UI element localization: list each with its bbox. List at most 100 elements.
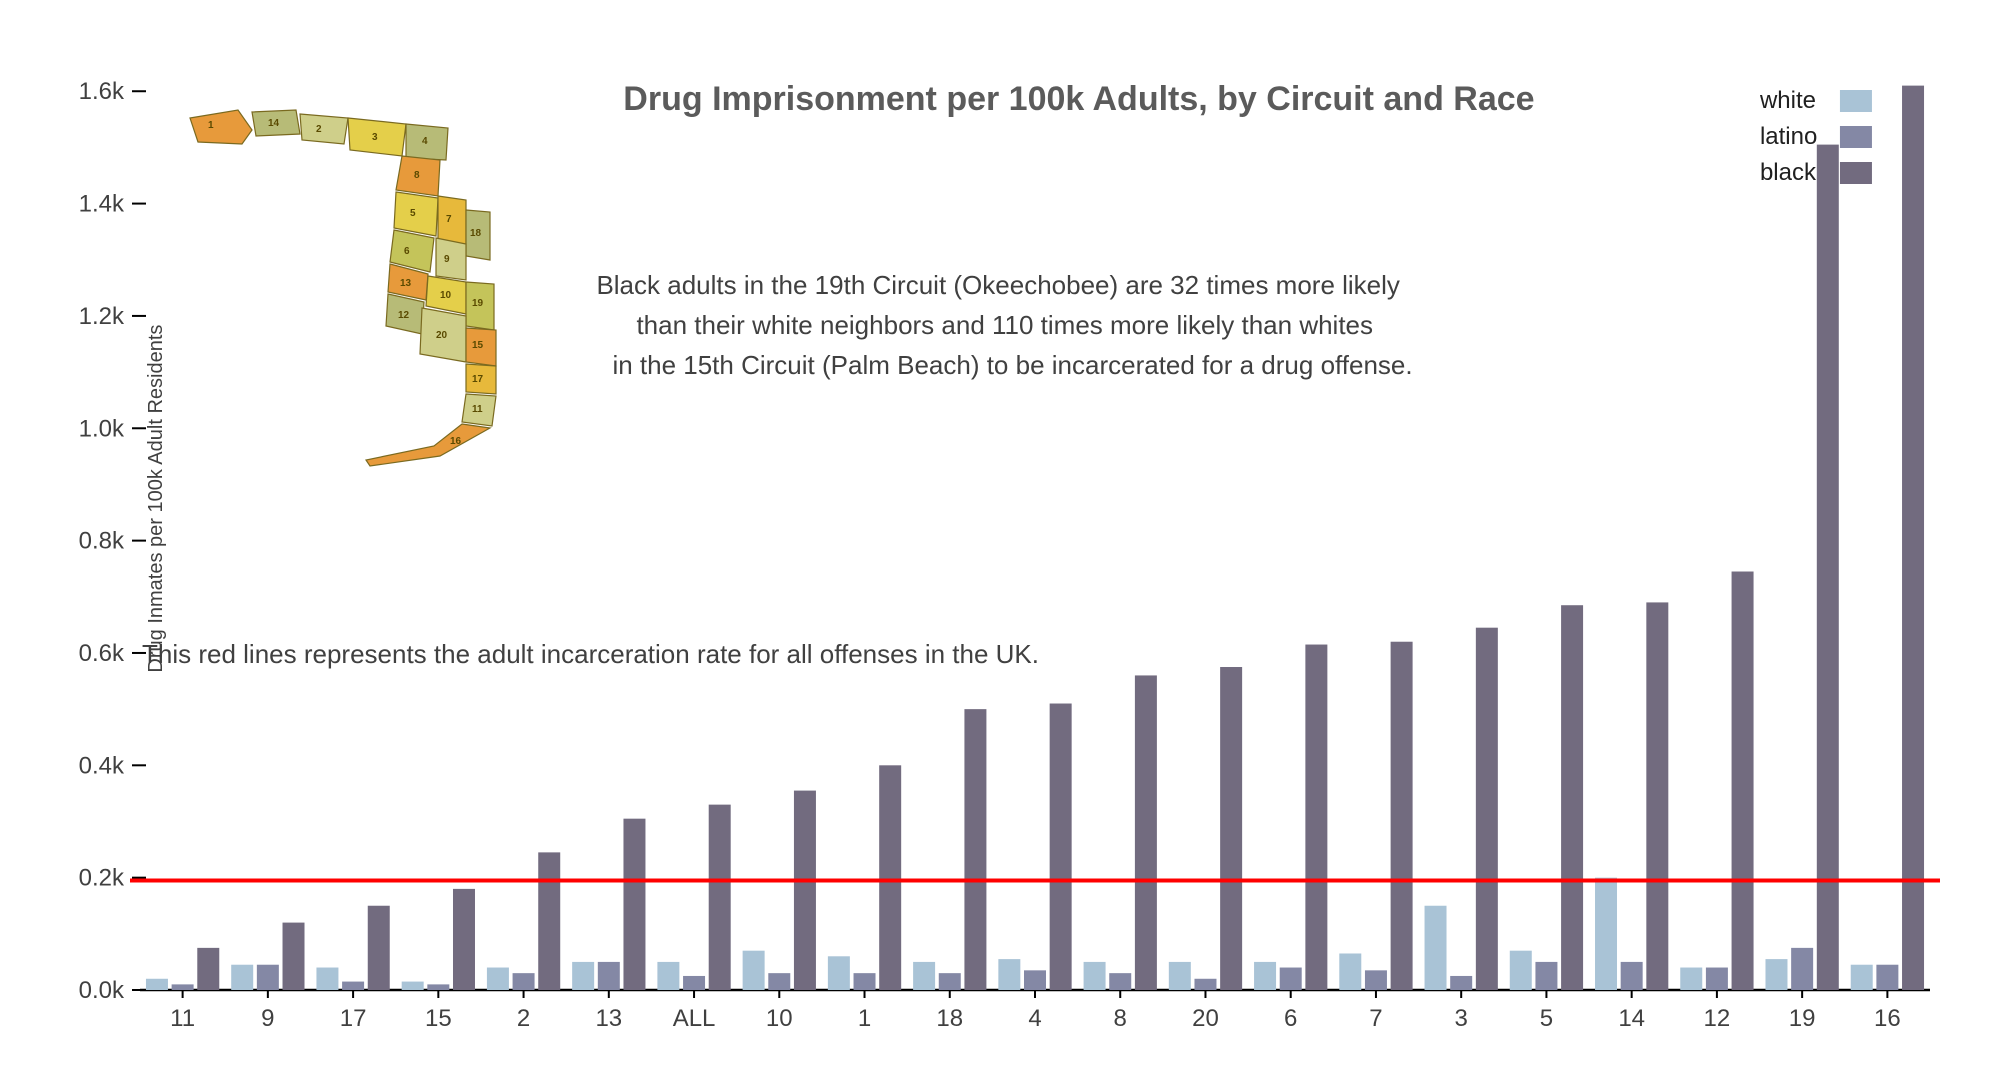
y-tick-label: 0.6k [79,640,125,667]
bar-latino [513,973,535,990]
bar-black [709,805,731,990]
y-axis-label: Drug Inmates per 100k Adult Residents [145,325,167,673]
bar-latino [1024,970,1046,990]
bar-black [1646,602,1668,990]
map-region-number: 9 [444,254,450,265]
x-tick-label: 2 [517,1005,530,1032]
y-tick-label: 0.8k [79,528,125,555]
map-region-number: 17 [472,374,484,385]
x-tick-label: 13 [595,1005,622,1032]
y-tick-label: 0.2k [79,865,125,892]
bar-black [794,791,816,990]
bar-latino [1280,968,1302,990]
bar-latino [598,962,620,990]
legend-label-latino: latino [1760,123,1817,150]
bar-white [487,968,509,990]
bar-latino [683,976,705,990]
bar-latino [768,973,790,990]
y-tick-label: 1.2k [79,303,125,330]
map-region-number: 1 [208,120,214,131]
bar-black [1476,628,1498,990]
annotation-line: Black adults in the 19th Circuit (Okeech… [596,270,1399,300]
map-region [436,238,466,280]
bar-black [453,889,475,990]
bar-black [1305,645,1327,990]
map-region-number: 10 [440,290,452,301]
bar-latino [1706,968,1728,990]
map-region-number: 6 [404,246,410,257]
bar-white [998,959,1020,990]
x-tick-label: 5 [1540,1005,1553,1032]
bar-latino [427,984,449,990]
bar-latino [1365,970,1387,990]
bar-black [1817,145,1839,990]
bar-black [1732,572,1754,990]
map-region [300,114,348,144]
x-tick-label: 19 [1789,1005,1816,1032]
x-tick-label: 9 [261,1005,274,1032]
map-region-number: 19 [472,298,484,309]
bar-black [1135,675,1157,990]
x-tick-label: 14 [1618,1005,1645,1032]
bar-white [828,956,850,990]
map-region [366,424,490,466]
bar-black [197,948,219,990]
map-region-number: 5 [410,208,416,219]
map-region-number: 3 [372,132,378,143]
bar-black [623,819,645,990]
x-tick-label: ALL [673,1005,716,1032]
map-region-number: 13 [400,278,412,289]
x-tick-label: 7 [1369,1005,1382,1032]
y-tick-label: 0.4k [79,752,125,779]
map-region-number: 12 [398,310,410,321]
map-region [394,192,438,236]
bar-white [913,962,935,990]
bar-black [879,765,901,990]
chart-title: Drug Imprisonment per 100k Adults, by Ci… [623,80,1534,118]
bar-black [1050,704,1072,990]
x-tick-label: 15 [425,1005,452,1032]
map-region-number: 15 [472,340,484,351]
bar-white [1510,951,1532,990]
bar-latino [1791,948,1813,990]
bar-white [657,962,679,990]
bar-latino [172,984,194,990]
bar-white [1254,962,1276,990]
bar-white [146,979,168,990]
bar-white [402,982,424,990]
x-tick-label: 4 [1028,1005,1041,1032]
x-tick-label: 17 [340,1005,367,1032]
bar-latino [1876,965,1898,990]
bar-black [283,923,305,990]
x-tick-label: 20 [1192,1005,1219,1032]
chart-container: 0.0k0.2k0.4k0.6k0.8k1.0k1.2k1.4k1.6kDrug… [0,0,2000,1084]
x-tick-label: 16 [1874,1005,1901,1032]
map-region-number: 7 [446,214,452,225]
bar-black [538,852,560,990]
y-tick-label: 1.4k [79,191,125,218]
bar-latino [939,973,961,990]
annotation-line: than their white neighbors and 110 times… [636,310,1373,340]
bar-white [316,968,338,990]
bar-white [1765,959,1787,990]
map-region-number: 2 [316,124,322,135]
legend-swatch-white [1840,90,1872,112]
bar-latino [1109,973,1131,990]
y-tick-label: 1.6k [79,78,125,105]
bar-latino [342,982,364,990]
x-tick-label: 8 [1114,1005,1127,1032]
bar-white [1084,962,1106,990]
bar-black [1561,605,1583,990]
legend-swatch-latino [1840,126,1872,148]
map-region-number: 8 [414,170,420,181]
x-tick-label: 11 [170,1005,195,1032]
x-tick-label: 3 [1455,1005,1468,1032]
bar-latino [1621,962,1643,990]
bar-latino [1450,976,1472,990]
bar-white [1425,906,1447,990]
bar-latino [257,965,279,990]
bar-latino [1194,979,1216,990]
bar-white [1680,968,1702,990]
x-tick-label: 6 [1284,1005,1297,1032]
annotation-line: in the 15th Circuit (Palm Beach) to be i… [612,350,1412,380]
